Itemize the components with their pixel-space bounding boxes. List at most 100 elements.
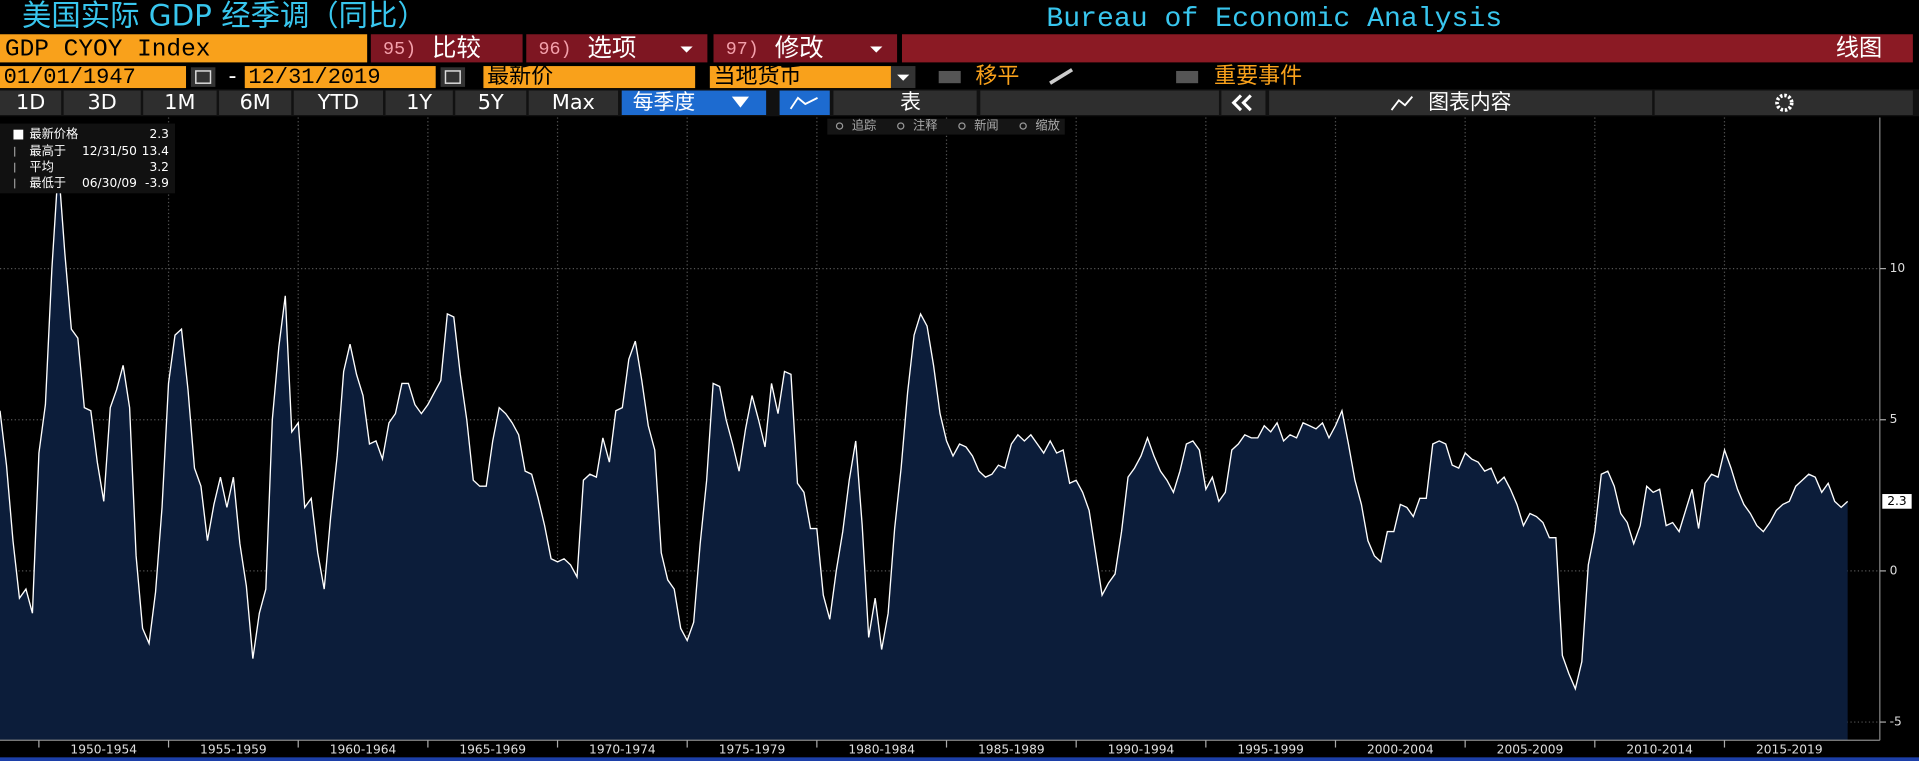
legend-box	[0, 123, 176, 194]
action-key: 96)	[538, 39, 571, 60]
x-tick-label: 2000-2004	[1367, 742, 1434, 756]
range-button[interactable]	[0, 90, 62, 116]
contents-button[interactable]	[1269, 90, 1653, 116]
x-tick-label: 1995-1999	[1237, 742, 1304, 756]
range-button[interactable]	[455, 90, 527, 116]
smoothing-label: 移平	[975, 64, 1019, 89]
x-tick-label: 1960-1964	[330, 742, 397, 756]
x-tick-label: 1955-1959	[200, 742, 267, 756]
tool-label[interactable]: 新闻	[974, 118, 998, 133]
input-text: 01/01/1947	[4, 65, 136, 90]
bottom-bar	[0, 757, 1919, 761]
action-button[interactable]	[713, 34, 898, 63]
source: Bureau of Economic Analysis	[1046, 4, 1502, 35]
dropdown-arrow	[731, 96, 749, 108]
collapse-icon	[1241, 94, 1252, 112]
legend-stat-date: 06/30/09	[82, 176, 137, 190]
action-label: 比较	[432, 33, 481, 62]
input-box[interactable]	[709, 66, 891, 89]
x-tick-label: 2010-2014	[1626, 742, 1693, 756]
legend-value: 2.3	[149, 127, 168, 141]
tool-icon	[835, 122, 844, 130]
calendar-glyph	[195, 70, 212, 84]
range-label: 1D	[16, 90, 45, 114]
legend-stat-value: 3.2	[149, 160, 168, 174]
blank-button	[980, 90, 1219, 116]
x-tick-label: 1980-1984	[848, 742, 915, 756]
range-label: Max	[552, 90, 595, 114]
range-label: 5Y	[478, 90, 504, 114]
chart-tools-bar	[827, 118, 1065, 135]
line-icon	[789, 96, 818, 110]
legend-stat-label: 最低于	[29, 176, 66, 190]
ticker: GDP CYOY Index	[5, 36, 211, 63]
range-label: 3D	[88, 90, 117, 114]
tool-label[interactable]: 追踪	[852, 118, 876, 133]
range-button[interactable]	[385, 90, 453, 116]
settings-button[interactable]	[1654, 90, 1913, 116]
calendar-icon[interactable]	[440, 67, 466, 87]
legend-stat-value: -3.9	[145, 176, 169, 190]
x-tick-label: 1965-1969	[459, 742, 526, 756]
x-tick-label: 1950-1954	[70, 742, 137, 756]
table-button[interactable]	[833, 90, 977, 116]
action-key: 95)	[383, 39, 416, 60]
checkbox[interactable]	[1176, 70, 1199, 84]
y-tick-label: 0	[1890, 563, 1898, 577]
view-label[interactable]: 线图	[1836, 34, 1882, 61]
x-tick-label: 2005-2009	[1497, 742, 1564, 756]
dropdown-arrow	[680, 46, 693, 53]
range-label: YTD	[317, 90, 359, 114]
action-label: 选项	[587, 33, 636, 62]
last-value-tag	[1882, 494, 1912, 509]
frequency-label: 每季度	[633, 90, 695, 114]
action-button[interactable]	[526, 34, 708, 63]
range-button[interactable]	[63, 90, 141, 116]
range-button[interactable]	[143, 90, 217, 116]
input-box[interactable]	[483, 66, 696, 89]
dropdown-arrow	[897, 74, 910, 81]
range-label: 1Y	[406, 90, 432, 114]
action-key: 97)	[726, 39, 759, 60]
table-label: 表	[900, 90, 921, 114]
view-bar	[901, 34, 1913, 63]
input-text: 12/31/2019	[248, 65, 380, 90]
range-button[interactable]	[293, 90, 384, 116]
range-button[interactable]	[528, 90, 619, 116]
tool-icon	[897, 122, 905, 130]
x-tick-label: 1975-1979	[719, 742, 786, 756]
legend-stat-label: 平均	[29, 160, 53, 174]
x-tick-label: 1970-1974	[589, 742, 656, 756]
x-tick-label: 2015-2019	[1756, 742, 1823, 756]
dropdown-arrow	[870, 46, 883, 53]
ticker-box	[0, 34, 368, 63]
tool-label[interactable]: 注释	[913, 118, 937, 133]
legend-label: 最新价格	[29, 126, 78, 141]
collapse-icon	[1231, 94, 1243, 112]
contents-label: 图表内容	[1428, 90, 1511, 114]
series-line	[0, 165, 1849, 691]
checkbox[interactable]	[938, 70, 961, 84]
range-button[interactable]	[219, 90, 292, 116]
input-box[interactable]	[244, 66, 436, 89]
input-box[interactable]	[0, 66, 187, 89]
range-label: 6M	[240, 90, 271, 114]
gear-icon	[1775, 93, 1794, 112]
area-fill	[0, 165, 1848, 741]
title: 美国实际 GDP 经季调（同比）	[22, 0, 427, 33]
pencil-icon	[1049, 68, 1074, 85]
calendar-glyph	[444, 70, 461, 84]
events-label: 重要事件	[1214, 64, 1302, 89]
action-button[interactable]	[370, 34, 523, 63]
x-tick-label: 1990-1994	[1108, 742, 1175, 756]
tool-icon	[958, 122, 966, 130]
input-text: 当地货币	[714, 64, 802, 89]
contents-icon	[1390, 96, 1414, 111]
y-tick-label: 5	[1890, 412, 1898, 426]
tool-icon	[1019, 122, 1027, 130]
input-text: 最新价	[487, 64, 553, 89]
tool-label[interactable]: 缩放	[1035, 118, 1059, 133]
calendar-icon[interactable]	[190, 67, 216, 87]
